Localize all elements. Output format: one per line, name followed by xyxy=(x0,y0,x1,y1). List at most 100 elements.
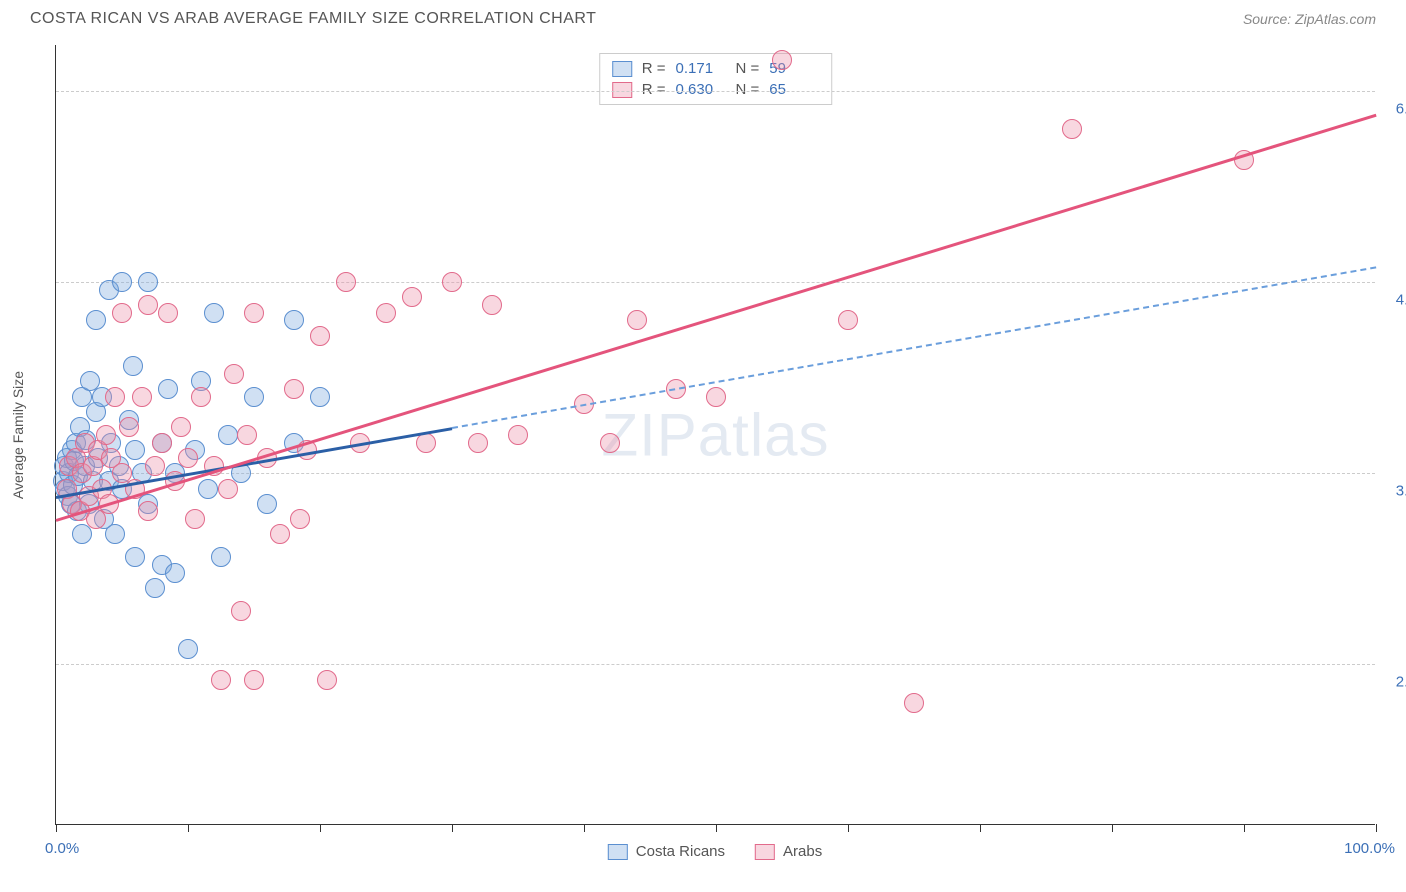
data-point xyxy=(290,509,310,529)
x-tick xyxy=(452,824,453,832)
gridline xyxy=(56,282,1375,283)
data-point xyxy=(158,379,178,399)
legend-swatch xyxy=(612,61,632,77)
data-point xyxy=(244,387,264,407)
r-value: 0.171 xyxy=(676,60,726,77)
legend-swatch xyxy=(755,844,775,860)
legend-swatch xyxy=(608,844,628,860)
watermark: ZIPatlas xyxy=(601,400,829,469)
x-tick xyxy=(320,824,321,832)
data-point xyxy=(376,303,396,323)
x-tick xyxy=(1244,824,1245,832)
data-point xyxy=(317,670,337,690)
x-tick xyxy=(716,824,717,832)
n-label: N = xyxy=(736,60,760,77)
x-axis-max-label: 100.0% xyxy=(1344,840,1395,857)
data-point xyxy=(185,509,205,529)
data-point xyxy=(627,310,647,330)
y-tick-label: 2.25 xyxy=(1396,674,1406,691)
data-point xyxy=(178,448,198,468)
data-point xyxy=(237,425,257,445)
y-tick-label: 6.00 xyxy=(1396,100,1406,117)
data-point xyxy=(158,303,178,323)
data-point xyxy=(138,272,158,292)
stats-legend: R =0.171N =59R =0.630N =65 xyxy=(599,53,833,105)
data-point xyxy=(218,425,238,445)
data-point xyxy=(138,501,158,521)
data-point xyxy=(204,303,224,323)
data-point xyxy=(105,524,125,544)
data-point xyxy=(310,387,330,407)
chart-title: COSTA RICAN VS ARAB AVERAGE FAMILY SIZE … xyxy=(30,10,596,28)
data-point xyxy=(244,670,264,690)
gridline xyxy=(56,473,1375,474)
data-point xyxy=(244,303,264,323)
data-point xyxy=(123,356,143,376)
data-point xyxy=(310,326,330,346)
data-point xyxy=(1062,119,1082,139)
x-tick xyxy=(188,824,189,832)
data-point xyxy=(257,494,277,514)
data-point xyxy=(152,433,172,453)
y-axis-label: Average Family Size xyxy=(10,370,26,498)
data-point xyxy=(125,547,145,567)
data-point xyxy=(904,693,924,713)
data-point xyxy=(165,563,185,583)
plot-area: Average Family Size ZIPatlas R =0.171N =… xyxy=(55,45,1375,825)
data-point xyxy=(145,456,165,476)
data-point xyxy=(211,547,231,567)
data-point xyxy=(284,310,304,330)
data-point xyxy=(468,433,488,453)
x-tick xyxy=(584,824,585,832)
data-point xyxy=(86,310,106,330)
data-point xyxy=(402,287,422,307)
n-label: N = xyxy=(736,81,760,98)
data-point xyxy=(178,639,198,659)
x-tick xyxy=(56,824,57,832)
chart-container: Average Family Size ZIPatlas R =0.171N =… xyxy=(55,45,1375,825)
legend-item: Costa Ricans xyxy=(608,843,725,860)
data-point xyxy=(112,272,132,292)
legend-item: Arabs xyxy=(755,843,822,860)
n-value: 65 xyxy=(769,81,819,98)
regression-line xyxy=(452,267,1376,430)
x-tick xyxy=(980,824,981,832)
data-point xyxy=(336,272,356,292)
data-point xyxy=(231,601,251,621)
data-point xyxy=(112,303,132,323)
data-point xyxy=(270,524,290,544)
gridline xyxy=(56,664,1375,665)
data-point xyxy=(125,440,145,460)
data-point xyxy=(482,295,502,315)
data-point xyxy=(132,387,152,407)
data-point xyxy=(105,387,125,407)
r-label: R = xyxy=(642,60,666,77)
x-tick xyxy=(1376,824,1377,832)
data-point xyxy=(138,295,158,315)
gridline xyxy=(56,91,1375,92)
data-point xyxy=(284,379,304,399)
data-point xyxy=(442,272,462,292)
source-label: Source: ZipAtlas.com xyxy=(1243,11,1376,27)
data-point xyxy=(508,425,528,445)
data-point xyxy=(838,310,858,330)
data-point xyxy=(224,364,244,384)
data-point xyxy=(191,387,211,407)
x-tick xyxy=(848,824,849,832)
data-point xyxy=(218,479,238,499)
y-tick-label: 4.75 xyxy=(1396,292,1406,309)
legend-swatch xyxy=(612,82,632,98)
r-label: R = xyxy=(642,81,666,98)
data-point xyxy=(600,433,620,453)
bottom-legend: Costa Ricans Arabs xyxy=(608,843,822,860)
x-axis-min-label: 0.0% xyxy=(45,840,79,857)
y-tick-label: 3.50 xyxy=(1396,483,1406,500)
data-point xyxy=(198,479,218,499)
data-point xyxy=(211,670,231,690)
stats-legend-row: R = 0.630 N = 65 xyxy=(608,79,824,100)
data-point xyxy=(772,50,792,70)
r-value: 0.630 xyxy=(676,81,726,98)
data-point xyxy=(119,417,139,437)
legend-label: Arabs xyxy=(783,843,822,860)
data-point xyxy=(96,425,116,445)
